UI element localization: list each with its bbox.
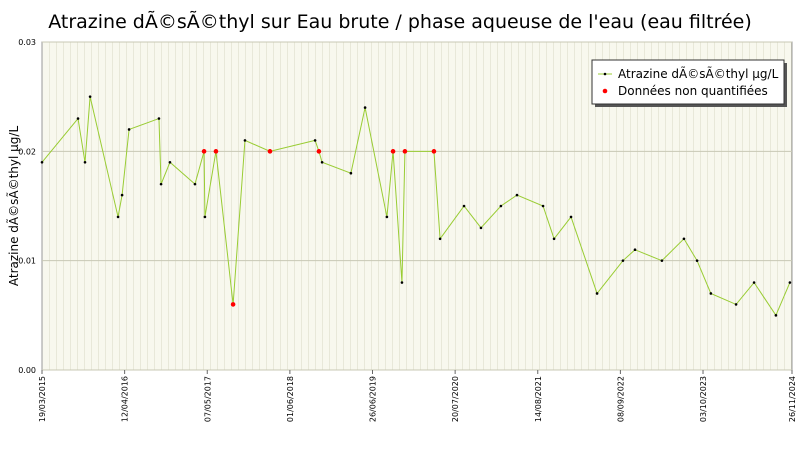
data-point	[385, 215, 389, 219]
data-point	[552, 237, 556, 241]
data-point	[349, 171, 353, 175]
data-point	[402, 149, 408, 154]
data-point	[774, 314, 778, 317]
legend-marker	[603, 72, 607, 76]
data-point	[203, 215, 207, 219]
data-point	[400, 281, 404, 284]
data-point	[541, 204, 545, 208]
data-point	[633, 248, 637, 252]
y-tick-label: 0.02	[18, 147, 36, 156]
data-point	[157, 117, 161, 120]
y-axis-label: Atrazine dÃ©sÃ©thyl µg/L	[6, 126, 21, 287]
data-point	[788, 281, 792, 284]
legend-marker	[602, 88, 608, 94]
y-tick-label: 0.03	[18, 38, 36, 47]
data-point	[390, 149, 396, 154]
data-point	[120, 193, 124, 197]
data-point	[734, 303, 738, 306]
data-point	[316, 149, 322, 154]
x-tick-label: 12/04/2016	[121, 376, 130, 422]
data-point	[438, 237, 442, 241]
x-tick-label: 03/10/2023	[699, 376, 708, 422]
data-point	[243, 139, 247, 142]
data-point	[313, 139, 317, 142]
data-point	[595, 292, 599, 295]
x-tick-label: 26/06/2019	[369, 376, 378, 422]
data-point	[116, 215, 120, 219]
y-tick-label: 0.00	[18, 366, 36, 375]
x-tick-label: 20/07/2020	[451, 376, 460, 422]
data-point	[159, 182, 163, 186]
data-point	[363, 106, 367, 109]
legend-label: Atrazine dÃ©sÃ©thyl µg/L	[618, 66, 779, 81]
data-point	[752, 281, 756, 284]
x-tick-label: 01/06/2018	[286, 376, 295, 422]
x-tick-label: 14/08/2021	[534, 376, 543, 422]
data-point	[230, 302, 236, 307]
data-point	[499, 204, 503, 208]
data-point	[193, 182, 197, 186]
data-point	[320, 160, 324, 164]
x-tick-label: 19/03/2015	[38, 376, 47, 422]
data-point	[462, 204, 466, 208]
data-point	[40, 160, 44, 164]
x-tick-label: 07/05/2017	[203, 376, 212, 422]
data-point	[76, 117, 80, 120]
data-point	[695, 259, 699, 262]
data-point	[267, 149, 273, 154]
legend-box	[591, 59, 785, 105]
data-point	[127, 128, 131, 131]
y-tick-label: 0.01	[18, 257, 36, 266]
data-point	[660, 259, 664, 262]
data-point	[431, 149, 437, 154]
data-point	[168, 160, 172, 164]
legend-label: Données non quantifiées	[618, 84, 768, 98]
data-point	[213, 149, 219, 154]
data-line	[41, 96, 791, 317]
data-point	[83, 160, 87, 164]
data-point	[88, 95, 92, 98]
data-point	[201, 149, 207, 154]
data-point	[569, 215, 573, 219]
data-point	[709, 292, 713, 295]
data-point	[515, 193, 519, 197]
data-point	[479, 226, 483, 230]
x-tick-label: 26/11/2024	[788, 376, 797, 422]
data-point	[621, 259, 625, 262]
x-tick-label: 08/09/2022	[616, 376, 625, 422]
chart-title: Atrazine dÃ©sÃ©thyl sur Eau brute / phas…	[48, 10, 752, 33]
data-point	[682, 237, 686, 241]
